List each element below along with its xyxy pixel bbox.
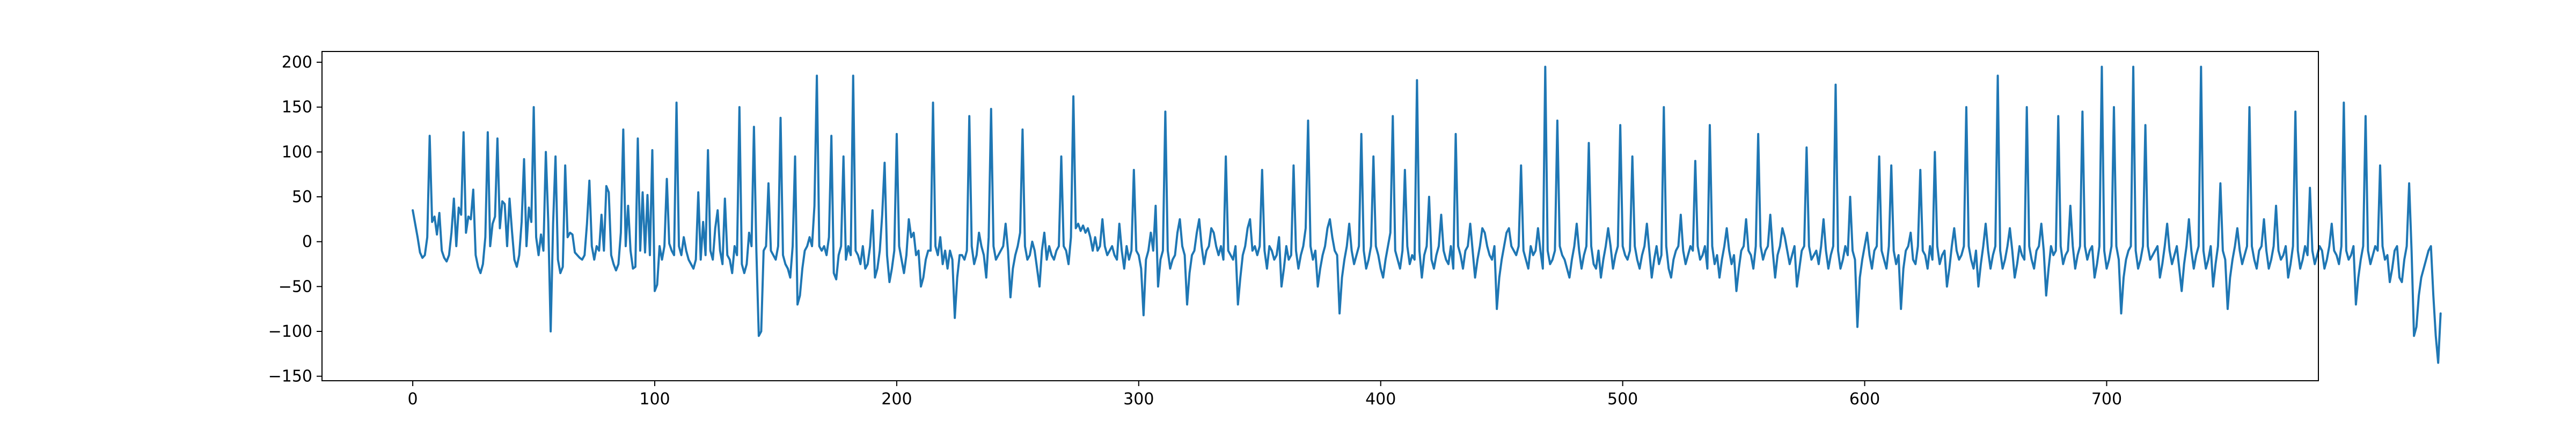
x-tick-label: 0 [408,390,418,409]
x-tick-label: 200 [881,390,912,409]
y-tick-label: 50 [292,188,312,206]
y-tick-label: 150 [282,98,312,117]
y-tick-label: 100 [282,143,312,161]
x-tick-label: 400 [1365,390,1396,409]
x-tick-label: 600 [1849,390,1880,409]
y-tick-label: 0 [302,233,312,252]
series-line-0 [412,65,2442,364]
y-tick-label: −150 [268,367,312,386]
y-tick-label: −50 [279,277,312,296]
x-tick-label: 100 [639,390,670,409]
y-tick-label: −100 [268,322,312,341]
y-tick-label: 200 [282,53,312,72]
x-tick-label: 300 [1123,390,1154,409]
x-tick-label: 700 [2091,390,2122,409]
x-axis: 0 100 200 300 400 500 600 700 [408,381,2122,409]
x-tick-label: 500 [1607,390,1638,409]
plot-area [412,65,2442,364]
y-axis: −150 −100 −50 0 50 100 150 200 [268,53,322,386]
axes-frame [321,51,2319,381]
